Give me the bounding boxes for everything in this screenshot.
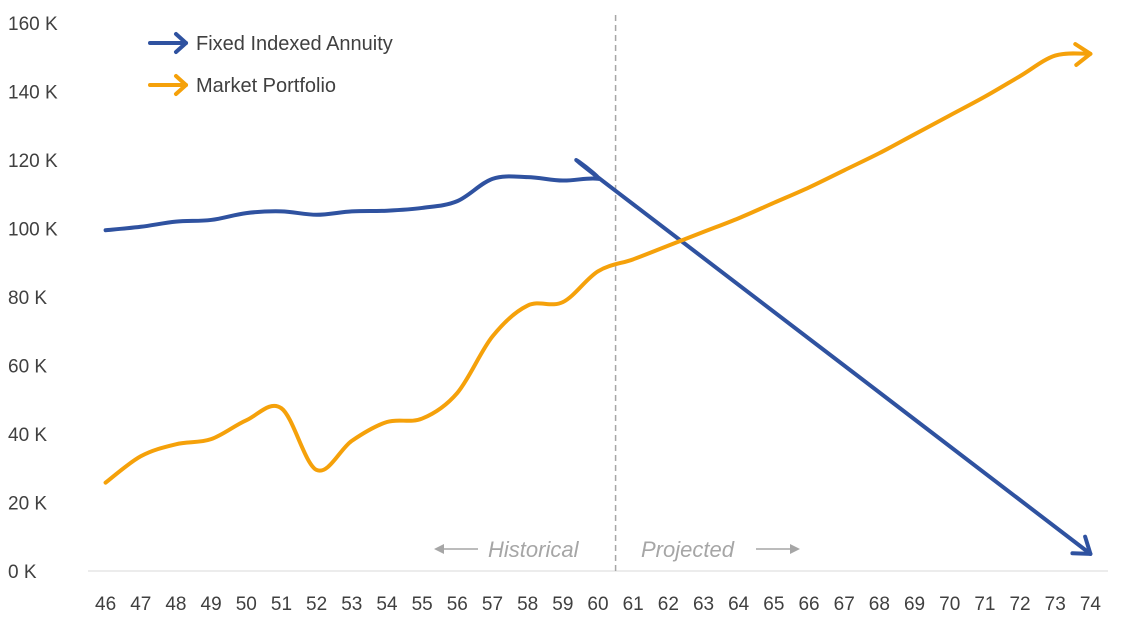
annotations: Historical Projected: [434, 537, 800, 562]
x-tick-label: 70: [939, 594, 960, 615]
x-tick-label: 73: [1045, 594, 1066, 615]
x-tick-label: 60: [587, 594, 608, 615]
legend-label-0: Fixed Indexed Annuity: [196, 33, 393, 55]
legend: Fixed Indexed Annuity Market Portfolio: [148, 32, 393, 97]
x-tick-label: 64: [728, 594, 750, 615]
x-tick-label: 61: [623, 594, 644, 615]
x-tick-label: 55: [412, 594, 433, 615]
y-tick-label: 0 K: [8, 562, 37, 583]
x-tick-label: 58: [517, 594, 538, 615]
y-tick-label: 60 K: [8, 357, 47, 378]
y-tick-label: 100 K: [8, 220, 58, 241]
x-tick-label: 51: [271, 594, 292, 615]
x-tick-label: 57: [482, 594, 503, 615]
y-tick-label: 140 K: [8, 83, 58, 104]
y-tick-label: 40 K: [8, 425, 47, 446]
series-arrowhead-1: [1073, 42, 1093, 67]
historical-label: Historical: [488, 537, 580, 562]
series-line-1: [103, 51, 1093, 485]
historical-arrow-head: [434, 544, 444, 554]
x-tick-label: 56: [447, 594, 468, 615]
axes: 0 K 20 K 40 K 60 K 80 K 100 K 120 K 140 K 160 K 4…: [8, 14, 1108, 615]
y-tick-label: 160 K: [8, 14, 58, 35]
x-tick-label: 53: [341, 594, 362, 615]
y-tick-label: 80 K: [8, 288, 47, 309]
x-tick-label: 49: [201, 594, 222, 615]
x-tick-label: 47: [130, 594, 151, 615]
projected-label: Projected: [641, 537, 735, 562]
x-tick-label: 72: [1009, 594, 1030, 615]
x-tick-label: 68: [869, 594, 890, 615]
x-tick-label: 63: [693, 594, 714, 615]
x-tick-label: 71: [974, 594, 995, 615]
x-tick-label: 74: [1080, 594, 1102, 615]
projected-arrow-head: [790, 544, 800, 554]
legend-arrow-1: [174, 74, 188, 96]
x-tick-label: 62: [658, 594, 679, 615]
x-tick-label: 54: [376, 594, 398, 615]
x-tick-label: 65: [763, 594, 784, 615]
x-tick-label: 48: [165, 594, 186, 615]
series-group: [103, 42, 1093, 556]
y-tick-label: 20 K: [8, 494, 47, 515]
x-tick-label: 52: [306, 594, 327, 615]
legend-arrow-0: [174, 32, 188, 54]
series-line-0: [103, 158, 1093, 556]
x-tick-label: 59: [552, 594, 573, 615]
x-tick-label: 69: [904, 594, 925, 615]
x-tick-label: 46: [95, 594, 116, 615]
x-tick-label: 67: [834, 594, 855, 615]
series-arrowhead-0: [1070, 534, 1093, 556]
x-tick-label: 66: [798, 594, 819, 615]
y-tick-label: 120 K: [8, 151, 58, 172]
legend-label-1: Market Portfolio: [196, 75, 336, 97]
x-tick-label: 50: [236, 594, 257, 615]
